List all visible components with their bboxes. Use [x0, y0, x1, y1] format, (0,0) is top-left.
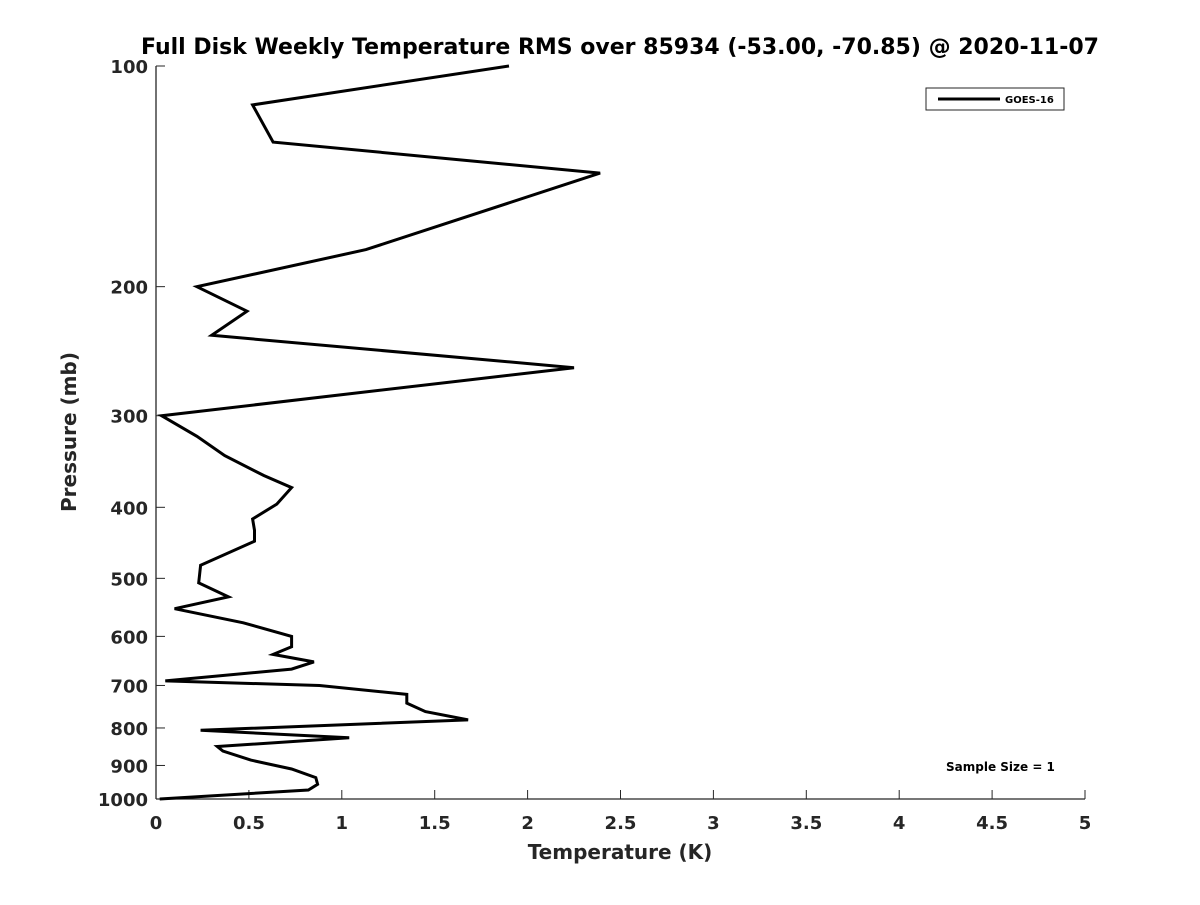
x-tick-label: 2	[521, 813, 534, 834]
legend: GOES-16	[925, 87, 1065, 111]
y-tick-label: 1000	[98, 790, 148, 811]
legend-label: GOES-16	[1005, 95, 1054, 106]
y-tick-label: 400	[110, 498, 148, 519]
x-tick-label: 0	[150, 813, 163, 834]
x-tick-label: 1	[336, 813, 349, 834]
x-tick-label: 5	[1079, 813, 1092, 834]
y-tick-label: 900	[110, 756, 148, 777]
series-line-1	[156, 64, 601, 801]
sample-size-annotation: Sample Size = 1	[946, 760, 1055, 774]
x-axis-label: Temperature (K)	[528, 840, 713, 864]
y-tick-label: 300	[110, 407, 148, 428]
x-tick-label: 4	[893, 813, 906, 834]
y-tick-label: 500	[110, 569, 148, 590]
axes	[155, 66, 1085, 800]
x-tick-label: 1.5	[419, 813, 451, 834]
x-tick-label: 4.5	[976, 813, 1008, 834]
x-tick-label: 0.5	[233, 813, 265, 834]
y-ticks: 100 200 300 400 500 600 700 800 900 1000	[98, 57, 165, 811]
x-ticks: 0 0.5 1 1.5 2 2.5 3 3.5 4 4.5 5	[150, 790, 1092, 834]
y-tick-label: 200	[110, 278, 148, 299]
x-tick-label: 3	[707, 813, 720, 834]
series-layer	[156, 64, 601, 801]
y-tick-label: 100	[110, 57, 148, 78]
y-tick-label: 800	[110, 719, 148, 740]
x-tick-label: 2.5	[605, 813, 637, 834]
y-tick-label: 600	[110, 627, 148, 648]
x-tick-label: 3.5	[790, 813, 822, 834]
y-axis-label: Pressure (mb)	[57, 352, 81, 512]
y-tick-label: 700	[110, 676, 148, 697]
chart-title: Full Disk Weekly Temperature RMS over 85…	[141, 35, 1099, 60]
